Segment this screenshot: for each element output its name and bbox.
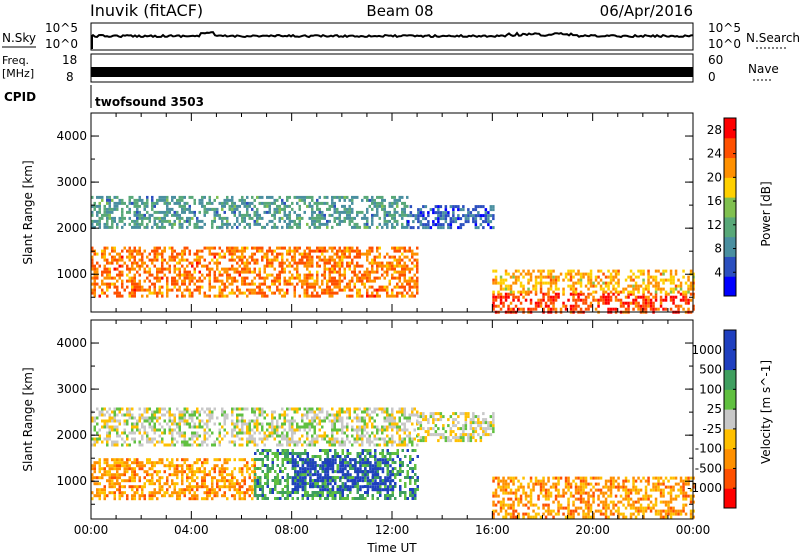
- colorbar-tick-label: 16: [707, 194, 722, 208]
- x-tick-label: 08:00: [274, 523, 309, 537]
- colorbar-segment: [724, 349, 736, 371]
- x-tick-label: 16:00: [475, 523, 510, 537]
- data-band: [291, 458, 395, 492]
- x-tick-label: 04:00: [174, 523, 209, 537]
- colorbar-segment: [724, 330, 736, 351]
- y-axis-label: Slant Range [km]: [21, 367, 35, 471]
- nsearch-tick-top: 10^5: [708, 21, 741, 35]
- colorbar-segment: [724, 276, 736, 297]
- colorbar-segment: [724, 177, 736, 198]
- x-tick-label: 12:00: [375, 523, 410, 537]
- colorbar-tick-label: 1000: [691, 343, 722, 357]
- date-title: 06/Apr/2016: [600, 2, 693, 20]
- x-tick-label: 20:00: [575, 523, 610, 537]
- freq-tick-top: 18: [62, 53, 77, 67]
- colorbar-segment: [724, 369, 736, 390]
- nsearch-tick-bottom: 10^0: [708, 37, 741, 51]
- beam-title: Beam 08: [366, 2, 433, 20]
- station-title: Inuvik (fitACF): [90, 1, 203, 20]
- colorbar-tick-label: 100: [699, 382, 722, 396]
- colorbar-segment: [724, 256, 736, 277]
- x-tick-label: 00:00: [74, 523, 109, 537]
- power-colorbar: 4 8 12 16 20 24 28: [707, 117, 737, 297]
- y-tick-label: 1000: [56, 474, 87, 488]
- data-band: [91, 246, 419, 298]
- nsky-tick-bottom: 10^0: [45, 37, 78, 51]
- y-tick-label: 2000: [56, 221, 87, 235]
- freq-unit-label: [MHz]: [2, 67, 34, 80]
- freq-label: Freq.: [2, 54, 29, 67]
- colorbar-segment: [724, 157, 736, 178]
- colorbar-segment: [724, 428, 736, 450]
- data-band: [91, 407, 419, 447]
- freq-panel: Freq. [MHz] 18 8 60 0 Nave: [2, 53, 779, 84]
- y-tick-label: 3000: [56, 175, 87, 189]
- colorbar-tick-label: -100: [695, 442, 722, 456]
- colorbar-segment: [724, 409, 736, 430]
- y-axis-label: Slant Range [km]: [21, 160, 35, 264]
- velocity-colorbar-label: Velocity [m s^-1]: [759, 360, 773, 464]
- colorbar-tick-label: 8: [714, 242, 722, 256]
- colorbar-tick-label: 12: [707, 218, 722, 232]
- colorbar-segment: [724, 197, 736, 218]
- colorbar-segment: [724, 118, 736, 139]
- colorbar-tick-label: 28: [707, 123, 722, 137]
- colorbar-segment: [724, 488, 736, 509]
- data-band: [417, 412, 495, 443]
- cpid-value: twofsound 3503: [95, 95, 204, 109]
- y-tick-label: 4000: [56, 129, 87, 143]
- colorbar-tick-label: -25: [702, 422, 722, 436]
- y-tick-label: 1000: [56, 267, 87, 281]
- y-tick-label: 2000: [56, 428, 87, 442]
- freq-tick-bottom: 8: [66, 70, 74, 84]
- colorbar-tick-label: 24: [707, 147, 722, 161]
- colorbar-segment: [724, 216, 736, 238]
- y-tick-label: 4000: [56, 336, 87, 350]
- colorbar-tick-label: 20: [707, 170, 722, 184]
- x-axis-label: Time UT: [366, 541, 417, 554]
- cpid-label: CPID: [4, 90, 36, 104]
- velocity-colorbar: 1000 500 100 25 -25 -100 -500 -1000: [687, 329, 737, 509]
- data-band: [492, 476, 695, 519]
- power-colorbar-label: Power [dB]: [759, 181, 773, 246]
- colorbar-tick-label: -500: [695, 461, 722, 475]
- nsky-label: N.Sky: [2, 31, 36, 45]
- nsky-panel: N.Sky 10^5 10^0 10^5 10^0 N.Search: [2, 21, 800, 51]
- data-band: [254, 449, 419, 500]
- nsky-trace: [91, 31, 694, 49]
- data-band: [91, 195, 409, 229]
- nave-label: Nave: [748, 62, 779, 76]
- freq-trace: [91, 67, 693, 77]
- data-band: [492, 292, 695, 314]
- colorbar-tick-label: 500: [699, 363, 722, 377]
- nave-tick-bottom: 0: [708, 70, 716, 84]
- y-tick-label: 3000: [56, 382, 87, 396]
- data-band: [492, 269, 695, 294]
- colorbar-segment: [724, 137, 736, 159]
- power-panel: 1000 2000 3000 4000 Slant Range [km]: [21, 112, 695, 314]
- colorbar-tick-label: -1000: [687, 481, 722, 495]
- colorbar-segment: [724, 389, 736, 410]
- x-tick-label: 00:00: [676, 523, 711, 537]
- colorbar-segment: [724, 448, 736, 469]
- colorbar-segment: [724, 468, 736, 489]
- data-band: [407, 205, 495, 230]
- colorbar-tick-label: 4: [714, 265, 722, 279]
- nsearch-label: N.Search: [746, 31, 800, 45]
- data-band: [91, 458, 256, 501]
- velocity-panel: 1000 2000 3000 4000 00:00 04:00 08:00 12:00 16:0…: [21, 319, 711, 537]
- nave-tick-top: 60: [708, 53, 723, 67]
- colorbar-tick-label: 25: [707, 402, 722, 416]
- colorbar-segment: [724, 236, 736, 257]
- nsky-tick-top: 10^5: [45, 21, 78, 35]
